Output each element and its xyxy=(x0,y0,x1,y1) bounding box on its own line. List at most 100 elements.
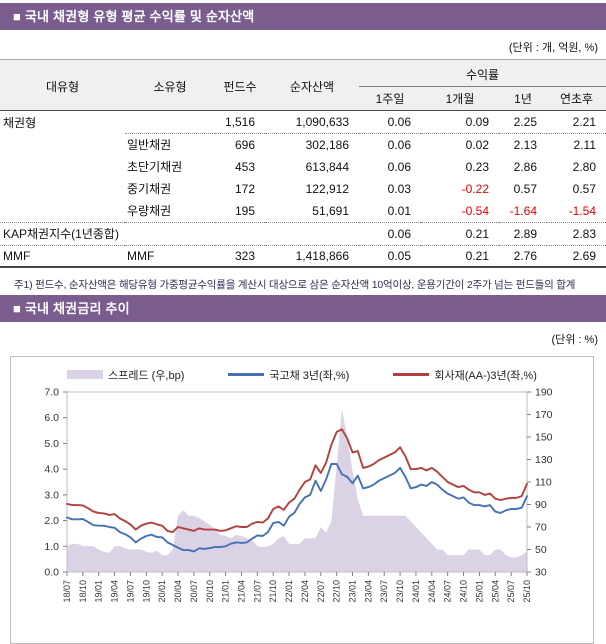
svg-text:6.0: 6.0 xyxy=(44,412,59,424)
svg-text:110: 110 xyxy=(535,476,552,488)
minor-type-cell: 초단기채권 xyxy=(127,160,183,174)
fund-count-cell: 453 xyxy=(234,159,255,174)
x-tick-label: 20/04 xyxy=(173,580,183,603)
x-tick-label: 20/01 xyxy=(157,580,167,603)
fund-count-cell xyxy=(215,221,265,245)
x-tick-label: 19/04 xyxy=(110,580,120,603)
return-cell: 2.86 xyxy=(513,159,537,174)
x-tick-label: 23/07 xyxy=(379,580,389,603)
x-tick-label: 18/10 xyxy=(78,580,88,603)
svg-text:30: 30 xyxy=(535,566,547,578)
major-type-cell xyxy=(0,200,125,223)
minor-type-cell: 일반채권 xyxy=(125,132,215,156)
section-title-bond-rates: ■ 국내 채권금리 추이 xyxy=(0,294,606,322)
x-tick-label: 20/10 xyxy=(205,580,215,603)
major-type-cell xyxy=(0,156,125,178)
rate-chart-svg: 0.0 1.0 2.0 3.0 4.0 5.0 6.0 7.0 30 50 70 90 110 130 15… xyxy=(44,386,553,603)
return-cell: 0.06 xyxy=(387,159,411,174)
return-cell: 0.06 xyxy=(359,221,421,245)
x-tick-label: 20/07 xyxy=(189,580,199,603)
svg-text:50: 50 xyxy=(535,544,547,556)
x-tick-label: 24/07 xyxy=(443,580,453,603)
major-type-cell: KAP채권지수(1년종합) xyxy=(0,221,125,245)
x-tick-label: 21/07 xyxy=(252,580,262,603)
return-cell: -1.54 xyxy=(568,203,596,218)
fund-count-cell: 195 xyxy=(234,203,255,218)
return-cell: 2.76 xyxy=(499,244,547,267)
table-row: 중기채권 172 122,912 0.03 -0.22 0.57 0.57 xyxy=(0,178,606,200)
x-tick-label: 25/07 xyxy=(506,580,516,603)
fund-count-cell: 323 xyxy=(215,244,265,267)
x-tick-label: 25/04 xyxy=(490,580,500,603)
svg-text:1.0: 1.0 xyxy=(44,540,59,552)
x-tick-label: 19/07 xyxy=(125,580,135,603)
legend-item: 회사재(AA-)3년(좌,%) xyxy=(393,367,537,383)
net-assets-cell: 122,912 xyxy=(305,181,349,196)
chart-legend: 스프레드 (우,bp) 국고채 3년(좌,%) 회사재(AA-)3년(좌,%) xyxy=(11,366,593,384)
col-header-ytd: 연초후 xyxy=(547,86,606,111)
minor-type-cell: 중기채권 xyxy=(127,182,172,196)
return-cell: 2.11 xyxy=(547,132,606,156)
return-cell: 0.02 xyxy=(421,132,499,156)
col-header-net-assets: 순자산액 xyxy=(265,59,359,111)
svg-text:190: 190 xyxy=(535,386,553,398)
table-row: 초단기채권 453 613,844 0.06 0.23 2.86 2.80 xyxy=(0,156,606,178)
fund-count-cell: 172 xyxy=(234,181,255,196)
return-cell: -0.54 xyxy=(461,203,489,218)
fund-return-table: 대유형 소유형 펀드수 순자산액 수익률 1주일 1개월 1년 연초후 채권형 1… xyxy=(0,59,606,268)
return-cell: 0.21 xyxy=(421,221,499,245)
svg-text:90: 90 xyxy=(535,499,547,511)
fund-table-body: 채권형 1,516 1,090,633 0.06 0.09 2.25 2.21 일반채권 696… xyxy=(0,111,606,267)
table-footnote: 주1) 펀드수, 순자산액은 해당유형 가중평균수익률을 계산시 대상으로 삼은… xyxy=(14,278,576,291)
x-tick-label: 19/10 xyxy=(141,580,151,603)
col-header-1year: 1년 xyxy=(499,86,547,111)
minor-type-cell: MMF xyxy=(125,244,215,267)
return-cell: 0.03 xyxy=(387,181,411,196)
treasury-3y-line xyxy=(66,462,528,552)
corporate-3y-line xyxy=(66,427,528,533)
x-tick-label: 22/10 xyxy=(332,580,342,603)
return-cell: 0.21 xyxy=(421,244,499,267)
col-header-major-type: 대유형 xyxy=(0,59,125,111)
minor-type-cell xyxy=(125,221,215,245)
unit-label-chart: (단위 : %) xyxy=(551,333,598,346)
x-tick-label: 19/01 xyxy=(94,580,104,603)
svg-text:7.0: 7.0 xyxy=(44,386,59,398)
x-tick-label: 23/01 xyxy=(348,580,358,603)
net-assets-cell xyxy=(265,221,359,245)
net-assets-cell: 51,691 xyxy=(312,203,349,218)
col-header-returns-group: 수익률 xyxy=(359,59,606,87)
x-tick-label: 25/01 xyxy=(474,580,484,603)
legend-label: 국고채 3년(좌,%) xyxy=(269,369,350,382)
return-cell: 0.01 xyxy=(387,203,411,218)
return-cell: 0.57 xyxy=(572,181,596,196)
svg-text:3.0: 3.0 xyxy=(44,489,59,501)
net-assets-cell: 613,844 xyxy=(305,159,349,174)
return-cell: 2.21 xyxy=(572,114,596,129)
col-header-1month: 1개월 xyxy=(421,86,499,111)
svg-text:0.0: 0.0 xyxy=(44,566,59,578)
col-header-fund-count: 펀드수 xyxy=(215,59,265,111)
legend-item: 스프레드 (우,bp) xyxy=(67,367,184,383)
return-cell: 2.80 xyxy=(572,159,596,174)
line-swatch-icon xyxy=(228,373,265,376)
svg-text:150: 150 xyxy=(535,431,553,443)
x-tick-label: 22/07 xyxy=(316,580,326,603)
svg-text:70: 70 xyxy=(535,521,547,533)
col-header-1week: 1주일 xyxy=(359,86,421,111)
x-tick-label: 22/01 xyxy=(284,580,294,603)
area-swatch-icon xyxy=(67,370,104,379)
x-tick-label: 24/01 xyxy=(411,580,421,603)
x-tick-label: 24/10 xyxy=(459,580,469,603)
col-header-minor-type: 소유형 xyxy=(125,59,215,111)
x-tick-label: 21/10 xyxy=(268,580,278,603)
table-row: 일반채권 696 302,186 0.06 0.02 2.13 2.11 xyxy=(0,132,606,156)
return-cell: 0.23 xyxy=(465,159,489,174)
section-title-bond-funds: ■ 국내 채권형 유형 평균 수익률 및 순자산액 xyxy=(0,3,606,30)
fund-count-cell: 1,516 xyxy=(224,114,255,129)
x-tick-label: 21/01 xyxy=(221,580,231,603)
legend-label: 회사재(AA-)3년(좌,%) xyxy=(434,369,537,382)
rate-chart-panel: 스프레드 (우,bp) 국고채 3년(좌,%) 회사재(AA-)3년(좌,%) 0.… xyxy=(10,355,594,644)
table-row: 우량채권 195 51,691 0.01 -0.54 -1.64 -1.54 xyxy=(0,200,606,223)
return-cell: 0.05 xyxy=(359,244,421,267)
